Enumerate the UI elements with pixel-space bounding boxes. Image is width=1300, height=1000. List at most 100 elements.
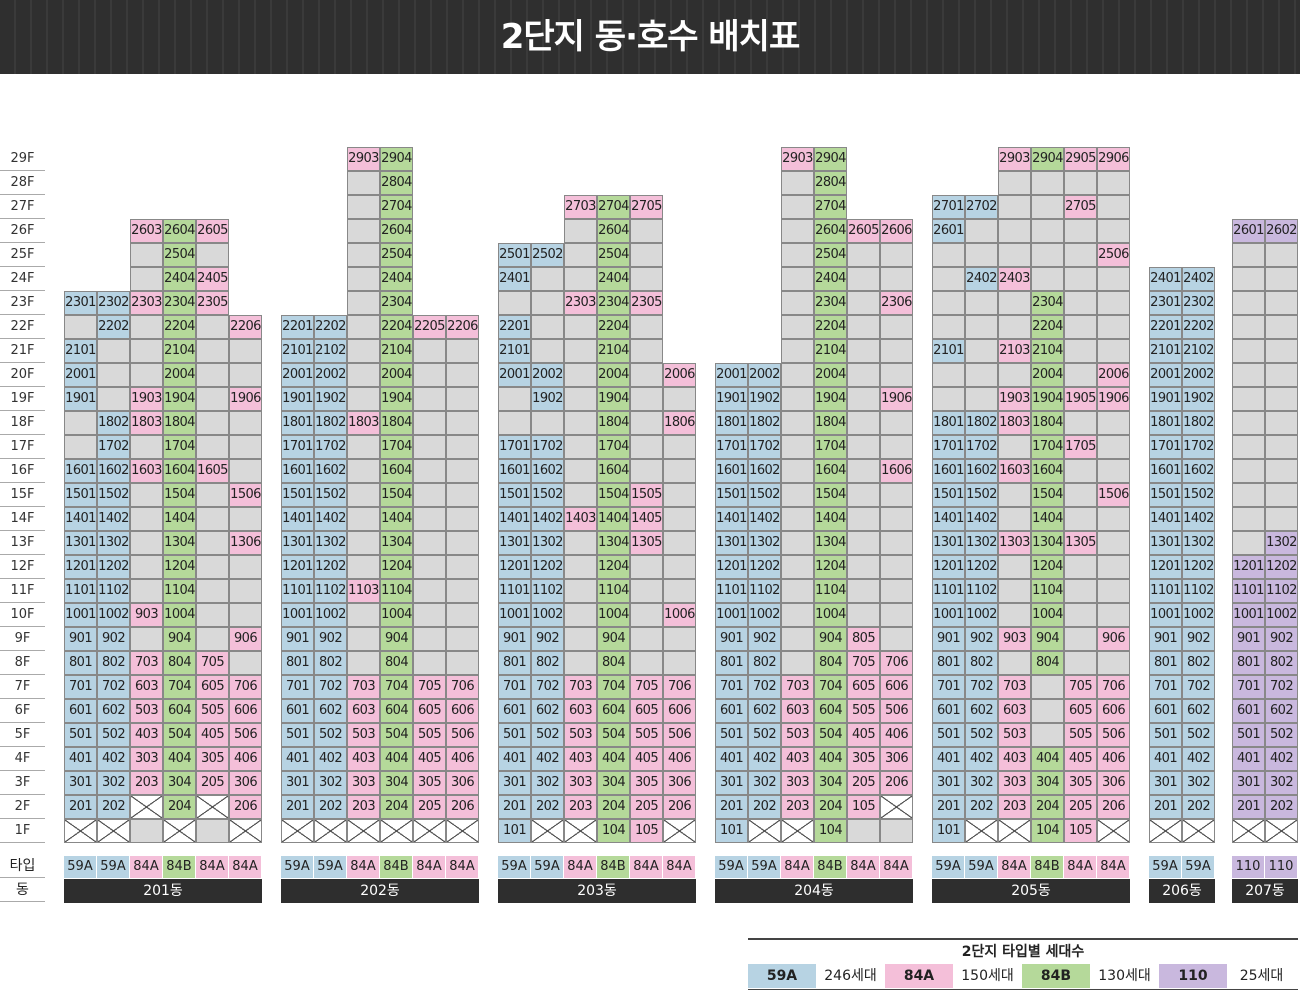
unit-cell: 1101 [1232,579,1265,603]
unit-cell: 701 [1149,675,1182,699]
no-unit-cell [130,795,163,819]
unit-cell: 505 [630,723,663,747]
no-unit-cell [229,819,262,843]
unit-cell: 402 [965,747,998,771]
unit-cell-empty [413,435,446,459]
unit-cell: 404 [163,747,196,771]
unit-cell-empty [880,579,913,603]
unit-cell-empty [347,243,380,267]
unit-cell: 406 [229,747,262,771]
unit-cell-empty [1064,243,1097,267]
unit-cell: 1201 [64,555,97,579]
unit-cell: 605 [630,699,663,723]
unit-cell-empty [1097,651,1130,675]
unit-cell-empty [1064,411,1097,435]
unit-cell: 601 [281,699,314,723]
unit-cell-empty [781,483,814,507]
unit-cell: 1602 [748,459,781,483]
unit-cell-empty [847,483,880,507]
unit-cell: 205 [413,795,446,819]
unit-cell: 602 [531,699,564,723]
unit-cell: 1402 [97,507,130,531]
unit-cell-empty [630,579,663,603]
type-cell: 59A [64,856,97,878]
unit-cell-empty [1064,651,1097,675]
building-name: 202동 [281,879,479,903]
unit-cell: 201 [1149,795,1182,819]
legend-divider [748,989,1298,990]
unit-cell: 2104 [597,339,630,363]
unit-cell: 601 [1149,699,1182,723]
unit-cell: 1901 [281,387,314,411]
unit-cell: 403 [998,747,1031,771]
unit-cell: 1304 [814,531,847,555]
unit-cell: 1304 [380,531,413,555]
type-cell: 84A [663,856,696,878]
unit-cell: 1202 [97,555,130,579]
unit-cell-empty [847,555,880,579]
unit-cell: 302 [531,771,564,795]
unit-cell-empty [998,507,1031,531]
unit-cell: 701 [1232,675,1265,699]
unit-cell: 1803 [998,411,1031,435]
unit-cell: 503 [998,723,1031,747]
unit-cell: 1504 [597,483,630,507]
unit-cell: 1801 [281,411,314,435]
unit-cell: 1801 [932,411,965,435]
unit-cell: 802 [1265,651,1298,675]
unit-cell-empty [1232,267,1265,291]
unit-cell: 404 [814,747,847,771]
unit-cell: 1604 [380,459,413,483]
unit-cell-empty [998,195,1031,219]
unit-cell-empty [1097,435,1130,459]
unit-cell: 1201 [498,555,531,579]
unit-cell: 2204 [163,315,196,339]
unit-cell-empty [347,291,380,315]
unit-cell: 1204 [814,555,847,579]
unit-cell-empty [781,171,814,195]
unit-cell: 305 [847,747,880,771]
unit-cell-empty [847,507,880,531]
unit-cell-empty [1232,339,1265,363]
unit-cell: 1401 [1149,507,1182,531]
unit-cell-empty [1232,315,1265,339]
unit-cell-empty [781,411,814,435]
unit-cell: 301 [498,771,531,795]
unit-cell: 1201 [715,555,748,579]
unit-cell-empty [880,411,913,435]
unit-cell: 301 [281,771,314,795]
unit-cell: 1902 [314,387,347,411]
unit-cell: 1501 [64,483,97,507]
unit-cell: 1402 [314,507,347,531]
unit-cell: 2402 [1182,267,1215,291]
unit-cell: 1102 [97,579,130,603]
unit-cell: 405 [413,747,446,771]
unit-cell-empty [413,555,446,579]
unit-cell: 203 [781,795,814,819]
unit-cell-empty [1031,723,1064,747]
unit-cell: 1502 [314,483,347,507]
unit-cell: 1602 [531,459,564,483]
unit-cell-empty [446,435,479,459]
unit-cell: 601 [715,699,748,723]
unit-cell: 505 [1064,723,1097,747]
unit-cell: 2903 [347,147,380,171]
unit-cell: 1506 [229,483,262,507]
unit-cell: 1606 [880,459,913,483]
unit-cell-empty [196,387,229,411]
unit-cell: 802 [1182,651,1215,675]
unit-cell: 501 [281,723,314,747]
unit-cell-empty [413,387,446,411]
unit-cell-empty [932,363,965,387]
unit-cell: 2101 [281,339,314,363]
unit-cell-empty [1232,507,1265,531]
unit-cell-empty [196,435,229,459]
unit-cell: 506 [446,723,479,747]
unit-cell-empty [781,579,814,603]
legend-count-84b: 130세대 [1090,964,1159,988]
unit-cell: 2504 [163,243,196,267]
unit-cell: 402 [748,747,781,771]
unit-cell-empty [347,555,380,579]
unit-cell-empty [847,291,880,315]
unit-cell-empty [965,243,998,267]
